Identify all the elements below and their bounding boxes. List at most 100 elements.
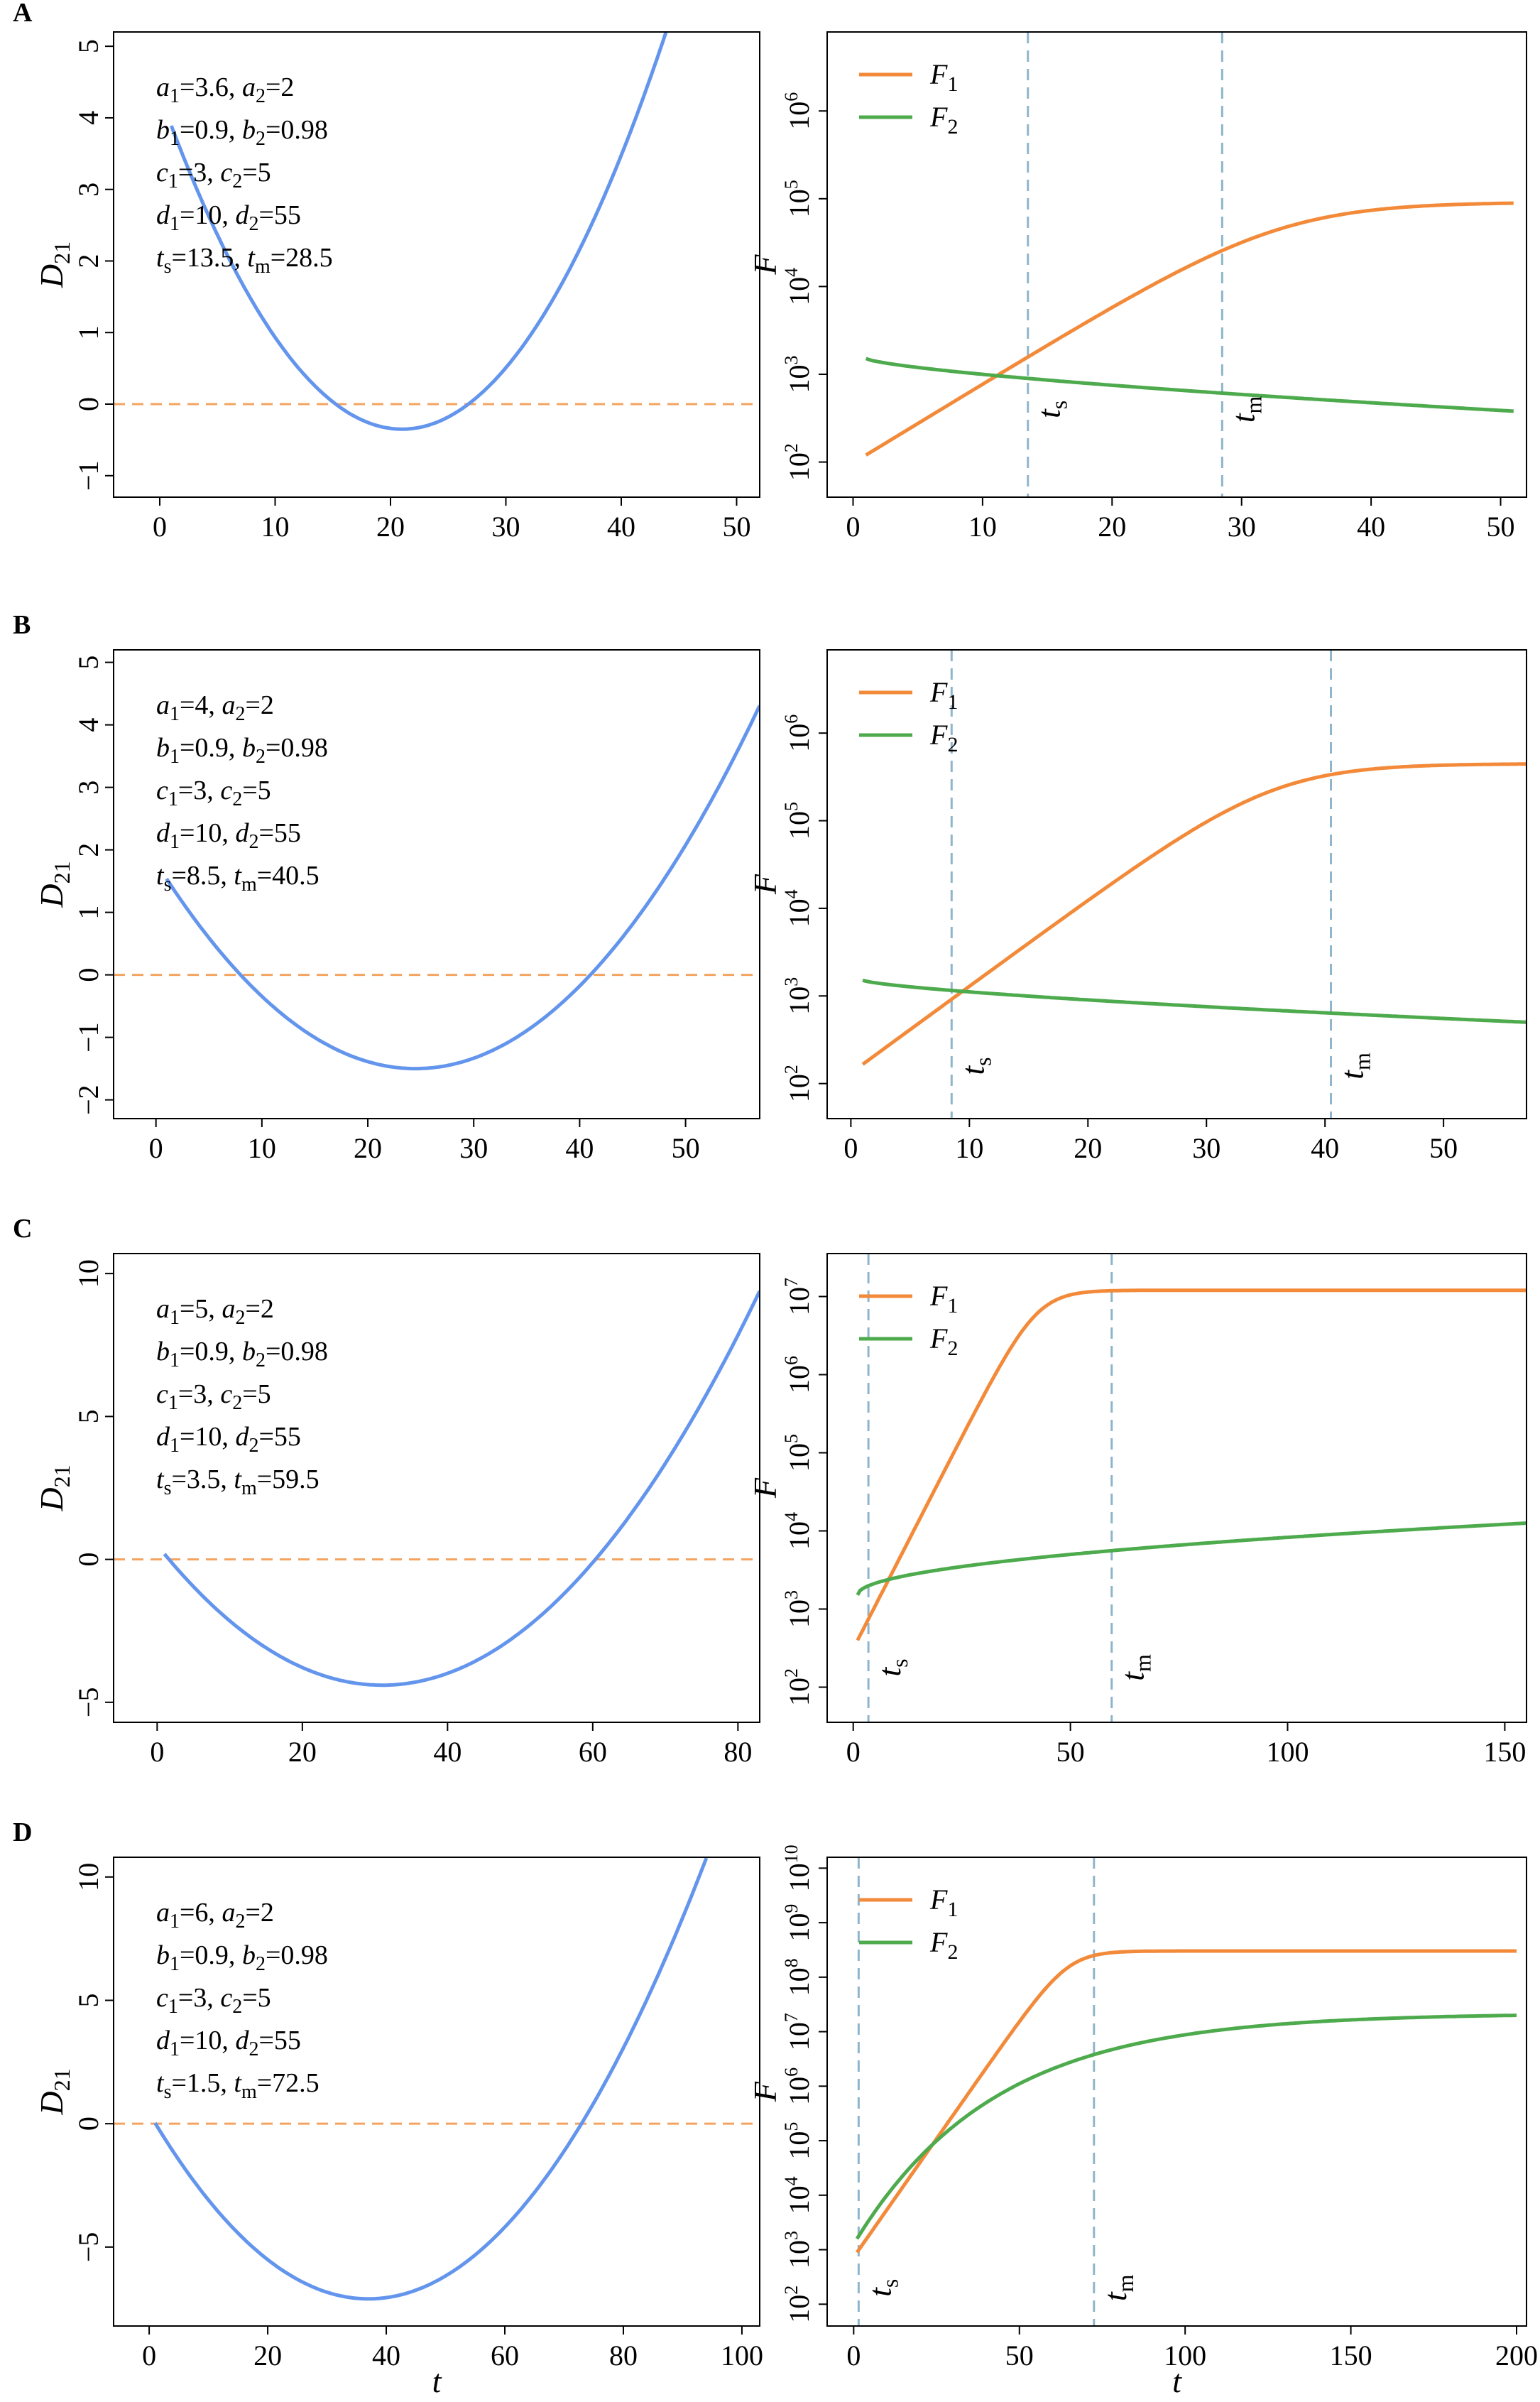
param-value: =2 xyxy=(245,1898,273,1928)
legend-sub: 1 xyxy=(947,690,958,714)
x-tick-label: 0 xyxy=(846,1736,861,1768)
param-subscript: 2 xyxy=(249,1435,258,1457)
legend-main: F xyxy=(929,1884,948,1915)
y-tick-label: 2 xyxy=(72,843,104,857)
param-symbol: t xyxy=(156,243,165,273)
ts-label: ts xyxy=(861,2279,902,2297)
param-value: =5 xyxy=(242,158,271,188)
param-subscript: 2 xyxy=(235,703,245,725)
param-subscript: 2 xyxy=(256,85,266,107)
param-subscript: 2 xyxy=(249,213,258,235)
param-annotation-line: d1=10, d2=55 xyxy=(156,818,301,853)
y-axis-label: F xyxy=(747,874,783,895)
param-subscript: 1 xyxy=(168,170,178,192)
param-symbol: c xyxy=(156,1983,168,2013)
param-symbol: t xyxy=(234,2068,242,2098)
param-annotation-line: d1=10, d2=55 xyxy=(156,2026,301,2060)
param-symbol: a xyxy=(156,690,170,720)
legend-F2-label: F2 xyxy=(929,101,958,138)
series-F2-line xyxy=(865,357,1514,413)
param-value: =5 xyxy=(242,1983,271,2013)
y-tick-label: 0 xyxy=(72,1553,104,1567)
param-subscript: 2 xyxy=(232,1392,242,1414)
tick-base: 10 xyxy=(783,1443,815,1472)
y-tick-label: 104 xyxy=(781,1512,815,1550)
param-subscript: m xyxy=(241,2081,257,2103)
param-subscript: s xyxy=(164,2081,172,2103)
tick-exponent: 2 xyxy=(781,1668,802,1678)
legend-F1-label: F1 xyxy=(929,676,958,714)
vline-label-sub: s xyxy=(970,1057,995,1065)
tick-exponent: 4 xyxy=(781,2176,802,2185)
x-tick-label: 100 xyxy=(1267,1736,1309,1768)
vline-label-main: t xyxy=(1097,2291,1133,2301)
y-tick-label: −1 xyxy=(72,460,104,491)
y-tick-label: 4 xyxy=(72,111,104,125)
tick-base: 10 xyxy=(783,1967,815,1996)
x-tick-label: 10 xyxy=(955,1132,983,1164)
y-tick-label: 10 xyxy=(72,1259,104,1288)
y-tick-label: 103 xyxy=(781,1590,815,1628)
param-subscript: 1 xyxy=(170,213,180,235)
legend-sub: 2 xyxy=(947,1337,958,1360)
param-subscript: 1 xyxy=(170,1349,180,1371)
x-tick-label: 50 xyxy=(1056,1736,1085,1768)
param-value: =0.98 xyxy=(266,733,328,763)
x-tick-label: 50 xyxy=(723,511,751,543)
param-symbol: t xyxy=(156,861,165,891)
x-tick-label: 60 xyxy=(579,1736,607,1768)
param-value: =0.9, xyxy=(180,1337,242,1366)
param-subscript: s xyxy=(164,256,172,278)
legend-main: F xyxy=(929,1322,948,1354)
y-tick-label: 107 xyxy=(781,2013,815,2050)
series-F1-line xyxy=(861,762,1527,1066)
legend-main: F xyxy=(929,719,948,751)
param-annotation-line: a1=6, a2=2 xyxy=(156,1898,274,1933)
y-tick-label: 5 xyxy=(72,1993,104,2007)
param-symbol: b xyxy=(242,733,256,763)
y-tick-label: 0 xyxy=(72,397,104,411)
param-value: =3, xyxy=(178,1379,220,1409)
param-symbol: d xyxy=(156,1422,170,1452)
vline-label-sub: m xyxy=(1130,1654,1156,1672)
x-tick-label: 0 xyxy=(846,511,860,543)
x-tick-label: 50 xyxy=(1429,1132,1458,1164)
param-subscript: m xyxy=(241,874,257,896)
tick-base: 10 xyxy=(783,277,815,305)
param-value: =3.6, xyxy=(180,72,242,102)
legend-F1-label: F1 xyxy=(929,58,958,96)
param-subscript: 2 xyxy=(232,788,242,810)
tick-base: 10 xyxy=(783,1599,815,1628)
tick-base: 10 xyxy=(783,1287,815,1315)
y-tick-label: 105 xyxy=(781,2122,815,2160)
param-subscript: m xyxy=(241,1477,257,1499)
y-tick-label: 5 xyxy=(72,39,104,53)
y-tick-label: 1 xyxy=(72,906,104,920)
y-tick-label: 5 xyxy=(72,1409,104,1423)
param-subscript: 1 xyxy=(170,128,180,150)
x-tick-label: 40 xyxy=(1311,1132,1339,1164)
y-tick-label: 106 xyxy=(781,2067,815,2105)
tm-label: tm xyxy=(1334,1053,1375,1080)
x-tick-label: 150 xyxy=(1483,1736,1526,1768)
tick-base: 10 xyxy=(783,724,815,752)
param-annotation-line: ts=8.5, tm=40.5 xyxy=(156,861,320,896)
param-value: =0.98 xyxy=(266,1940,328,1970)
x-tick-label: 40 xyxy=(565,1132,594,1164)
tick-exponent: 6 xyxy=(781,2067,802,2077)
param-subscript: 2 xyxy=(232,170,242,192)
tick-exponent: 2 xyxy=(781,2286,802,2295)
param-annotation-line: ts=13.5, tm=28.5 xyxy=(156,243,333,278)
y-tick-label: 102 xyxy=(781,443,815,481)
plot-frame xyxy=(826,1253,1527,1723)
param-value: =2 xyxy=(245,690,273,720)
tick-base: 10 xyxy=(783,1074,815,1102)
y-axis-label: F xyxy=(747,2081,783,2102)
y-label-sub: 21 xyxy=(49,1464,75,1487)
param-value: =59.5 xyxy=(257,1464,320,1494)
x-tick-label: 20 xyxy=(376,511,405,543)
param-symbol: d xyxy=(156,200,170,230)
legend-F2-label: F2 xyxy=(929,1926,958,1964)
